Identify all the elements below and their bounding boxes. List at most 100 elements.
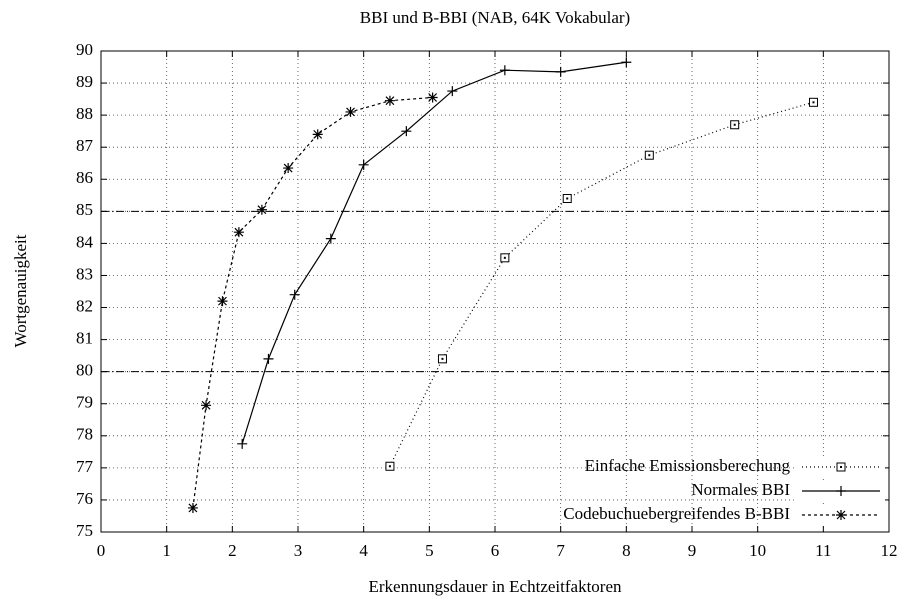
marker-dot [441, 357, 444, 360]
legend-label: Normales BBI [691, 480, 790, 499]
marker-cross [325, 233, 336, 244]
marker-dot [566, 197, 569, 200]
marker-cross [187, 502, 198, 513]
marker [562, 194, 572, 204]
marker-cross [256, 204, 267, 215]
marker-cross [345, 106, 356, 117]
x-tick-label: 0 [97, 541, 106, 560]
marker [555, 66, 566, 77]
marker [500, 253, 510, 263]
legend-label: Einfache Emissionsberechung [585, 456, 791, 475]
marker [644, 150, 654, 160]
legend-label: Codebuchuebergreifendes B-BBI [563, 504, 790, 523]
marker [401, 126, 412, 137]
y-tick-label: 89 [76, 72, 93, 91]
marker [621, 57, 632, 68]
y-axis-label: Wortgenauigkeit [11, 234, 30, 347]
y-tick-label: 81 [76, 329, 93, 348]
marker-cross [283, 163, 294, 174]
x-tick-label: 6 [491, 541, 500, 560]
y-tick-label: 78 [76, 425, 93, 444]
marker [730, 120, 740, 130]
marker-cross [384, 95, 395, 106]
chart-title: BBI und B-BBI (NAB, 64K Vokabular) [360, 8, 630, 27]
x-tick-label: 8 [622, 541, 631, 560]
marker-cross [836, 510, 846, 520]
marker [384, 95, 395, 106]
y-tick-label: 76 [76, 489, 93, 508]
marker [808, 97, 818, 107]
marker-dot [503, 256, 506, 259]
marker-cross [427, 92, 438, 103]
marker-cross [401, 126, 412, 137]
marker [312, 129, 323, 140]
marker-dot [812, 101, 815, 104]
y-tick-label: 84 [76, 232, 94, 251]
marker [437, 354, 447, 364]
x-tick-label: 3 [294, 541, 303, 560]
marker-cross [358, 159, 369, 170]
x-tick-label: 9 [688, 541, 697, 560]
marker-cross [621, 57, 632, 68]
y-tick-label: 82 [76, 296, 93, 315]
marker-cross [555, 66, 566, 77]
marker [447, 86, 458, 97]
y-tick-label: 86 [76, 168, 93, 187]
x-axis-label: Erkennungsdauer in Echtzeitfaktoren [368, 577, 622, 596]
series-line [241, 61, 627, 444]
marker [256, 204, 267, 215]
marker-cross [836, 486, 846, 496]
marker-dot [840, 466, 842, 468]
plot-frame [100, 50, 890, 533]
y-tick-label: 85 [76, 200, 93, 219]
marker-cross [289, 289, 300, 300]
marker [289, 289, 300, 300]
marker [499, 65, 510, 76]
x-tick-label: 2 [228, 541, 237, 560]
marker [187, 502, 198, 513]
marker-dot [733, 123, 736, 126]
marker-cross [201, 400, 212, 411]
y-tick-label: 88 [76, 104, 93, 123]
marker-cross [217, 296, 228, 307]
marker [325, 233, 336, 244]
marker-dot [648, 154, 651, 157]
series-line [192, 96, 433, 509]
marker [427, 92, 438, 103]
marker [358, 159, 369, 170]
marker-cross [233, 227, 244, 238]
marker-cross [447, 86, 458, 97]
marker [385, 461, 395, 471]
x-tick-label: 11 [815, 541, 831, 560]
y-tick-label: 87 [76, 136, 94, 155]
marker [233, 227, 244, 238]
marker-cross [312, 129, 323, 140]
marker [237, 438, 248, 449]
marker [345, 106, 356, 117]
x-tick-label: 12 [881, 541, 898, 560]
marker [836, 510, 846, 520]
series-line [389, 101, 814, 467]
y-tick-label: 90 [76, 40, 93, 59]
marker-cross [237, 438, 248, 449]
marker-dot [388, 465, 391, 468]
y-tick-label: 83 [76, 264, 93, 283]
marker-cross [499, 65, 510, 76]
marker-cross [263, 353, 274, 364]
marker [263, 353, 274, 364]
y-tick-label: 77 [76, 457, 94, 476]
x-tick-label: 5 [425, 541, 434, 560]
marker [217, 296, 228, 307]
marker [283, 163, 294, 174]
y-tick-label: 80 [76, 361, 93, 380]
x-tick-label: 1 [162, 541, 171, 560]
marker [201, 400, 212, 411]
x-tick-label: 10 [749, 541, 766, 560]
y-tick-label: 75 [76, 521, 93, 540]
x-tick-label: 4 [359, 541, 368, 560]
x-tick-label: 7 [556, 541, 565, 560]
marker [836, 462, 846, 472]
y-tick-label: 79 [76, 393, 93, 412]
marker [836, 486, 846, 496]
